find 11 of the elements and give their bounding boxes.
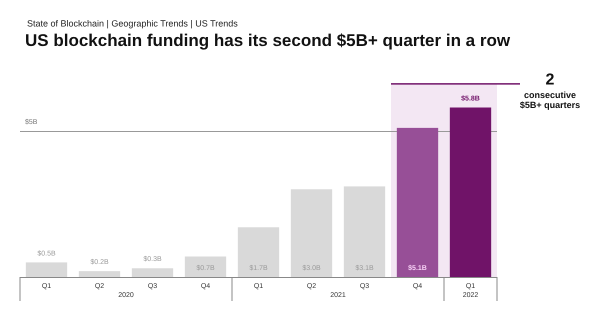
bar bbox=[26, 262, 68, 277]
bar bbox=[132, 268, 174, 277]
chart-subtitle: State of Blockchain | Geographic Trends | US Trends bbox=[27, 18, 238, 28]
text: 2 bbox=[546, 71, 555, 88]
bar bbox=[78, 271, 120, 277]
text: consecutive $5B+ quarters bbox=[520, 90, 580, 110]
bar bbox=[238, 227, 280, 277]
bar bbox=[184, 256, 226, 277]
bar bbox=[344, 186, 386, 277]
chart-title: US blockchain funding has its second $5B+ quarter in a row bbox=[25, 31, 511, 50]
bar bbox=[290, 189, 332, 277]
